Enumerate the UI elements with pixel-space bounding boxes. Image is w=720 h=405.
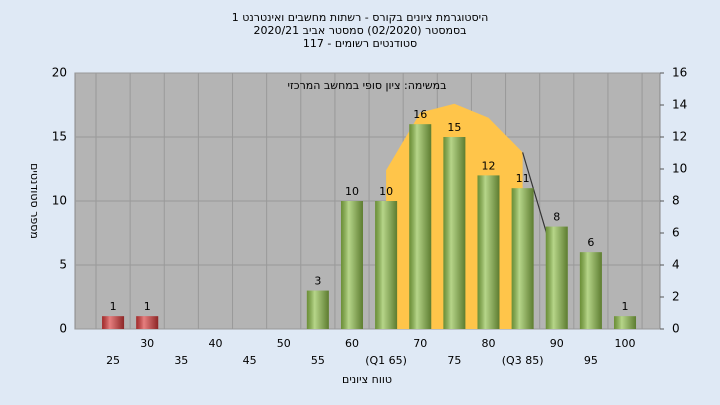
y2-tick-label: 8 [672, 194, 680, 208]
x-tick-label: 45 [243, 354, 257, 367]
y-tick-label: 0 [59, 322, 67, 336]
y-tick-label: 5 [59, 258, 67, 272]
data-label: 1 [110, 300, 117, 313]
data-label: 10 [345, 185, 359, 198]
x-tick-label: (Q1 65) [365, 354, 407, 367]
x-tick-label: 25 [106, 354, 120, 367]
x-tick-label: 35 [174, 354, 188, 367]
y-tick-label: 15 [52, 130, 67, 144]
x-axis-label: טווח ציונים [342, 373, 392, 386]
bar-shade [614, 316, 637, 329]
bar-shade [477, 175, 500, 329]
y2-tick-label: 12 [672, 130, 687, 144]
bar-shade [579, 252, 602, 329]
x-tick-label: 50 [277, 337, 291, 350]
x-tick-label: 30 [140, 337, 154, 350]
y2-tick-label: 16 [672, 66, 687, 80]
data-label: 3 [314, 275, 321, 288]
data-label: 8 [553, 211, 560, 224]
data-label: 15 [447, 121, 461, 134]
bar-shade [340, 201, 363, 329]
data-label: 16 [413, 108, 427, 121]
bar-shade [136, 316, 159, 329]
y2-tick-label: 2 [672, 290, 680, 304]
x-tick-label: 95 [584, 354, 598, 367]
data-label: 12 [481, 159, 495, 172]
chart-subtitle: בסמסטר (02/2020) סמסטר אביב 2020/21 [253, 24, 466, 37]
data-label: 10 [379, 185, 393, 198]
x-tick-label: 75 [447, 354, 461, 367]
y-tick-label: 20 [52, 66, 67, 80]
y-axis-label: מספר סטודנטים [28, 163, 41, 239]
x-tick-label: 70 [413, 337, 427, 350]
y2-tick-label: 0 [672, 322, 680, 336]
bar-shade [409, 124, 432, 329]
x-tick-label: 100 [615, 337, 636, 350]
bar-shade [306, 290, 329, 329]
bar-shade [443, 137, 466, 329]
y2-tick-label: 4 [672, 258, 680, 272]
x-tick-label: 90 [550, 337, 564, 350]
data-label: 1 [144, 300, 151, 313]
y2-tick-label: 10 [672, 162, 687, 176]
y2-tick-label: 6 [672, 226, 680, 240]
x-tick-label: (Q3 85) [502, 354, 544, 367]
x-tick-label: 80 [481, 337, 495, 350]
y2-tick-label: 14 [672, 98, 687, 112]
bar-shade [511, 188, 534, 329]
data-label: 6 [587, 236, 594, 249]
annotation: במשימה: ציון סופי במחשב המרכזי [287, 79, 446, 92]
data-label: 1 [622, 300, 629, 313]
bar-shade [545, 226, 568, 329]
bar-shade [102, 316, 125, 329]
data-label: 11 [516, 172, 530, 185]
x-tick-label: 55 [311, 354, 325, 367]
chart-subtitle: סטודנטים רשומים - 117 [303, 37, 417, 50]
x-tick-label: 60 [345, 337, 359, 350]
x-tick-label: 40 [208, 337, 222, 350]
bar-shade [375, 201, 398, 329]
chart-title: היסטוגרמת ציונים בקורס - רשתות מחשבים וא… [232, 11, 489, 24]
y-tick-label: 10 [52, 194, 67, 208]
